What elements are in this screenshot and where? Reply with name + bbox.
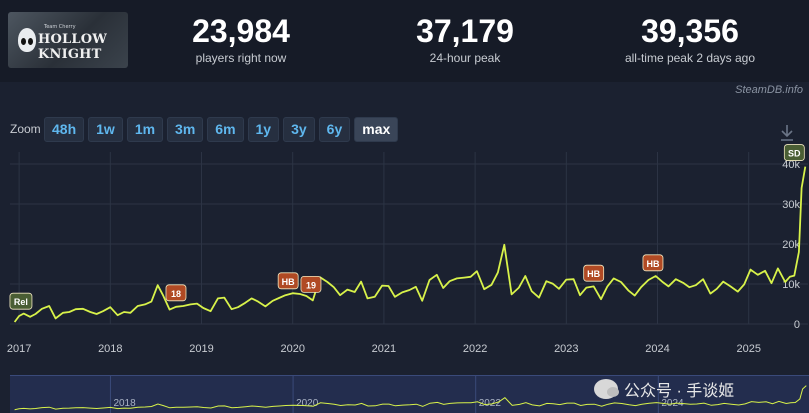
watermark: 公众号 · 手谈姬: [594, 377, 734, 401]
x-tick-label: 2017: [7, 343, 31, 355]
series-line: [13, 166, 807, 323]
event-flag-label: HB: [282, 277, 295, 287]
x-tick-label: 2025: [736, 343, 760, 355]
watermark-text: 公众号 · 手谈姬: [624, 383, 735, 400]
y-tick-label: 40k: [782, 159, 800, 171]
stat-label: players right now: [195, 51, 287, 65]
event-flag: HB: [642, 254, 664, 272]
stat-24h-peak: 37,179 24-hour peak: [365, 13, 565, 65]
logo-title: HOLLOW KNIGHT: [38, 32, 108, 62]
stat-label: 24-hour peak: [429, 51, 501, 65]
game-logo[interactable]: Team Cherry HOLLOW KNIGHT: [8, 12, 128, 68]
stat-value: 37,179: [416, 13, 514, 49]
y-tick-label: 30k: [782, 199, 800, 211]
zoom-button-max[interactable]: max: [354, 117, 399, 142]
steamdb-credit[interactable]: SteamDB.info: [735, 84, 803, 96]
event-flag-box: [165, 284, 187, 302]
zoom-button-3y[interactable]: 3y: [283, 117, 315, 142]
wechat-icon: [594, 379, 619, 399]
event-flag: HB: [277, 272, 299, 290]
knight-icon: [18, 28, 36, 52]
zoom-button-6y[interactable]: 6y: [318, 117, 351, 142]
stat-players-now: 23,984 players right now: [141, 13, 341, 65]
event-flag-box: [277, 272, 299, 290]
zoom-button-group: 48h 1w 1m 3m 6m 1y 3y 6y max: [44, 117, 399, 142]
zoom-button-48h[interactable]: 48h: [44, 117, 85, 142]
download-icon[interactable]: [779, 124, 795, 142]
player-count-chart[interactable]: 0 10k 20k 30k 40k 2017 2018 2019 2020 2021 2022 202…: [0, 140, 809, 375]
zoom-label: Zoom: [10, 122, 41, 136]
event-flag-label: 18: [171, 289, 181, 299]
event-flag: HB: [583, 264, 605, 282]
navigator-series: 2018 2020 2022 2024: [14, 376, 807, 413]
event-flag-label: Rel: [14, 297, 28, 307]
event-flag-label: SD: [788, 149, 801, 159]
x-tick-label: 2023: [554, 343, 578, 355]
y-tick-label: 20k: [782, 239, 800, 251]
navigator-tick-label: 2018: [113, 398, 136, 409]
navigator-tick-label: 2020: [296, 398, 319, 409]
stat-value: 23,984: [192, 13, 290, 49]
y-tick-label: 0: [794, 319, 800, 331]
x-tick-label: 2019: [189, 343, 213, 355]
zoom-button-1m[interactable]: 1m: [126, 117, 164, 142]
navigator-bar[interactable]: 2018 2020 2022 2024: [10, 375, 809, 413]
event-flag-label: HB: [587, 269, 600, 279]
navigator-line: [14, 385, 807, 411]
zoom-button-6m[interactable]: 6m: [207, 117, 244, 142]
x-tick-label: 2021: [372, 343, 396, 355]
event-flag-box: [300, 275, 322, 293]
zoom-button-1w[interactable]: 1w: [88, 117, 123, 142]
event-flag: SD: [783, 144, 805, 161]
logo-subtitle: Team Cherry: [44, 24, 76, 30]
event-flag: 18: [165, 284, 187, 302]
x-tick-label: 2022: [463, 343, 487, 355]
event-flag: 19: [300, 275, 322, 293]
event-flag: Rel: [9, 292, 33, 310]
event-flag-box: [583, 264, 605, 282]
header-bar: Team Cherry HOLLOW KNIGHT 23,984 players…: [0, 0, 809, 82]
event-flag-label: 19: [306, 280, 316, 290]
zoom-button-1y[interactable]: 1y: [247, 117, 280, 142]
x-tick-label: 2024: [645, 343, 669, 355]
event-flag-box: [9, 292, 33, 310]
stat-all-time-peak: 39,356 all-time peak 2 days ago: [590, 13, 790, 65]
event-flag-box: [783, 144, 805, 161]
y-tick-label: 10k: [782, 279, 800, 291]
x-tick-label: 2020: [280, 343, 304, 355]
x-tick-label: 2018: [98, 343, 122, 355]
event-flag-label: HB: [646, 259, 659, 269]
stat-label: all-time peak 2 days ago: [624, 51, 756, 65]
stat-value: 39,356: [641, 13, 739, 49]
event-flag-box: [642, 254, 664, 272]
navigator-tick-label: 2022: [479, 398, 502, 409]
zoom-button-3m[interactable]: 3m: [167, 117, 204, 142]
